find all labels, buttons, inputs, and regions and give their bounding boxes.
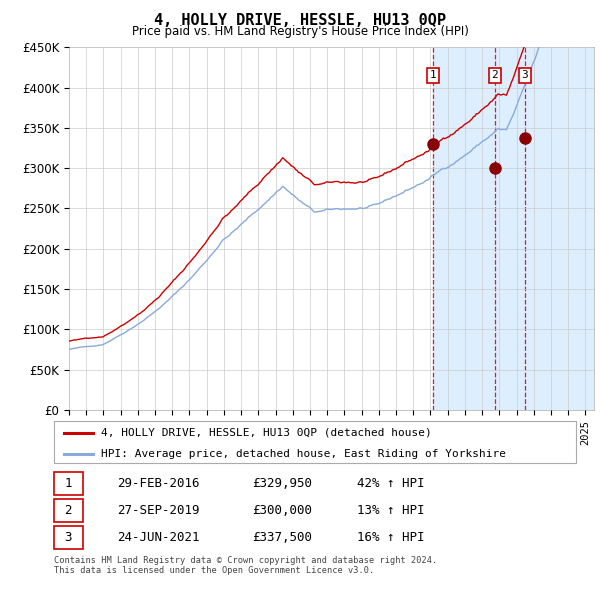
Text: £337,500: £337,500: [253, 531, 313, 544]
Text: £329,950: £329,950: [253, 477, 313, 490]
Text: 3: 3: [521, 70, 528, 80]
Text: 24-JUN-2021: 24-JUN-2021: [116, 531, 199, 544]
Text: 4, HOLLY DRIVE, HESSLE, HU13 0QP (detached house): 4, HOLLY DRIVE, HESSLE, HU13 0QP (detach…: [101, 428, 432, 438]
Text: 1: 1: [430, 70, 437, 80]
Bar: [54, 526, 83, 549]
Text: Contains HM Land Registry data © Crown copyright and database right 2024.: Contains HM Land Registry data © Crown c…: [54, 556, 437, 565]
Bar: [54, 499, 83, 522]
Text: 2: 2: [65, 504, 72, 517]
Text: 42% ↑ HPI: 42% ↑ HPI: [357, 477, 424, 490]
Bar: [54, 471, 83, 494]
Text: HPI: Average price, detached house, East Riding of Yorkshire: HPI: Average price, detached house, East…: [101, 449, 506, 459]
Text: 4, HOLLY DRIVE, HESSLE, HU13 0QP: 4, HOLLY DRIVE, HESSLE, HU13 0QP: [154, 13, 446, 28]
Text: 16% ↑ HPI: 16% ↑ HPI: [357, 531, 424, 544]
Text: 2: 2: [491, 70, 498, 80]
Text: 29-FEB-2016: 29-FEB-2016: [116, 477, 199, 490]
Text: 27-SEP-2019: 27-SEP-2019: [116, 504, 199, 517]
Text: 3: 3: [65, 531, 72, 544]
Text: 13% ↑ HPI: 13% ↑ HPI: [357, 504, 424, 517]
Text: This data is licensed under the Open Government Licence v3.0.: This data is licensed under the Open Gov…: [54, 566, 374, 575]
Text: £300,000: £300,000: [253, 504, 313, 517]
Text: 1: 1: [65, 477, 72, 490]
Text: Price paid vs. HM Land Registry's House Price Index (HPI): Price paid vs. HM Land Registry's House …: [131, 25, 469, 38]
Bar: [433, 47, 594, 410]
